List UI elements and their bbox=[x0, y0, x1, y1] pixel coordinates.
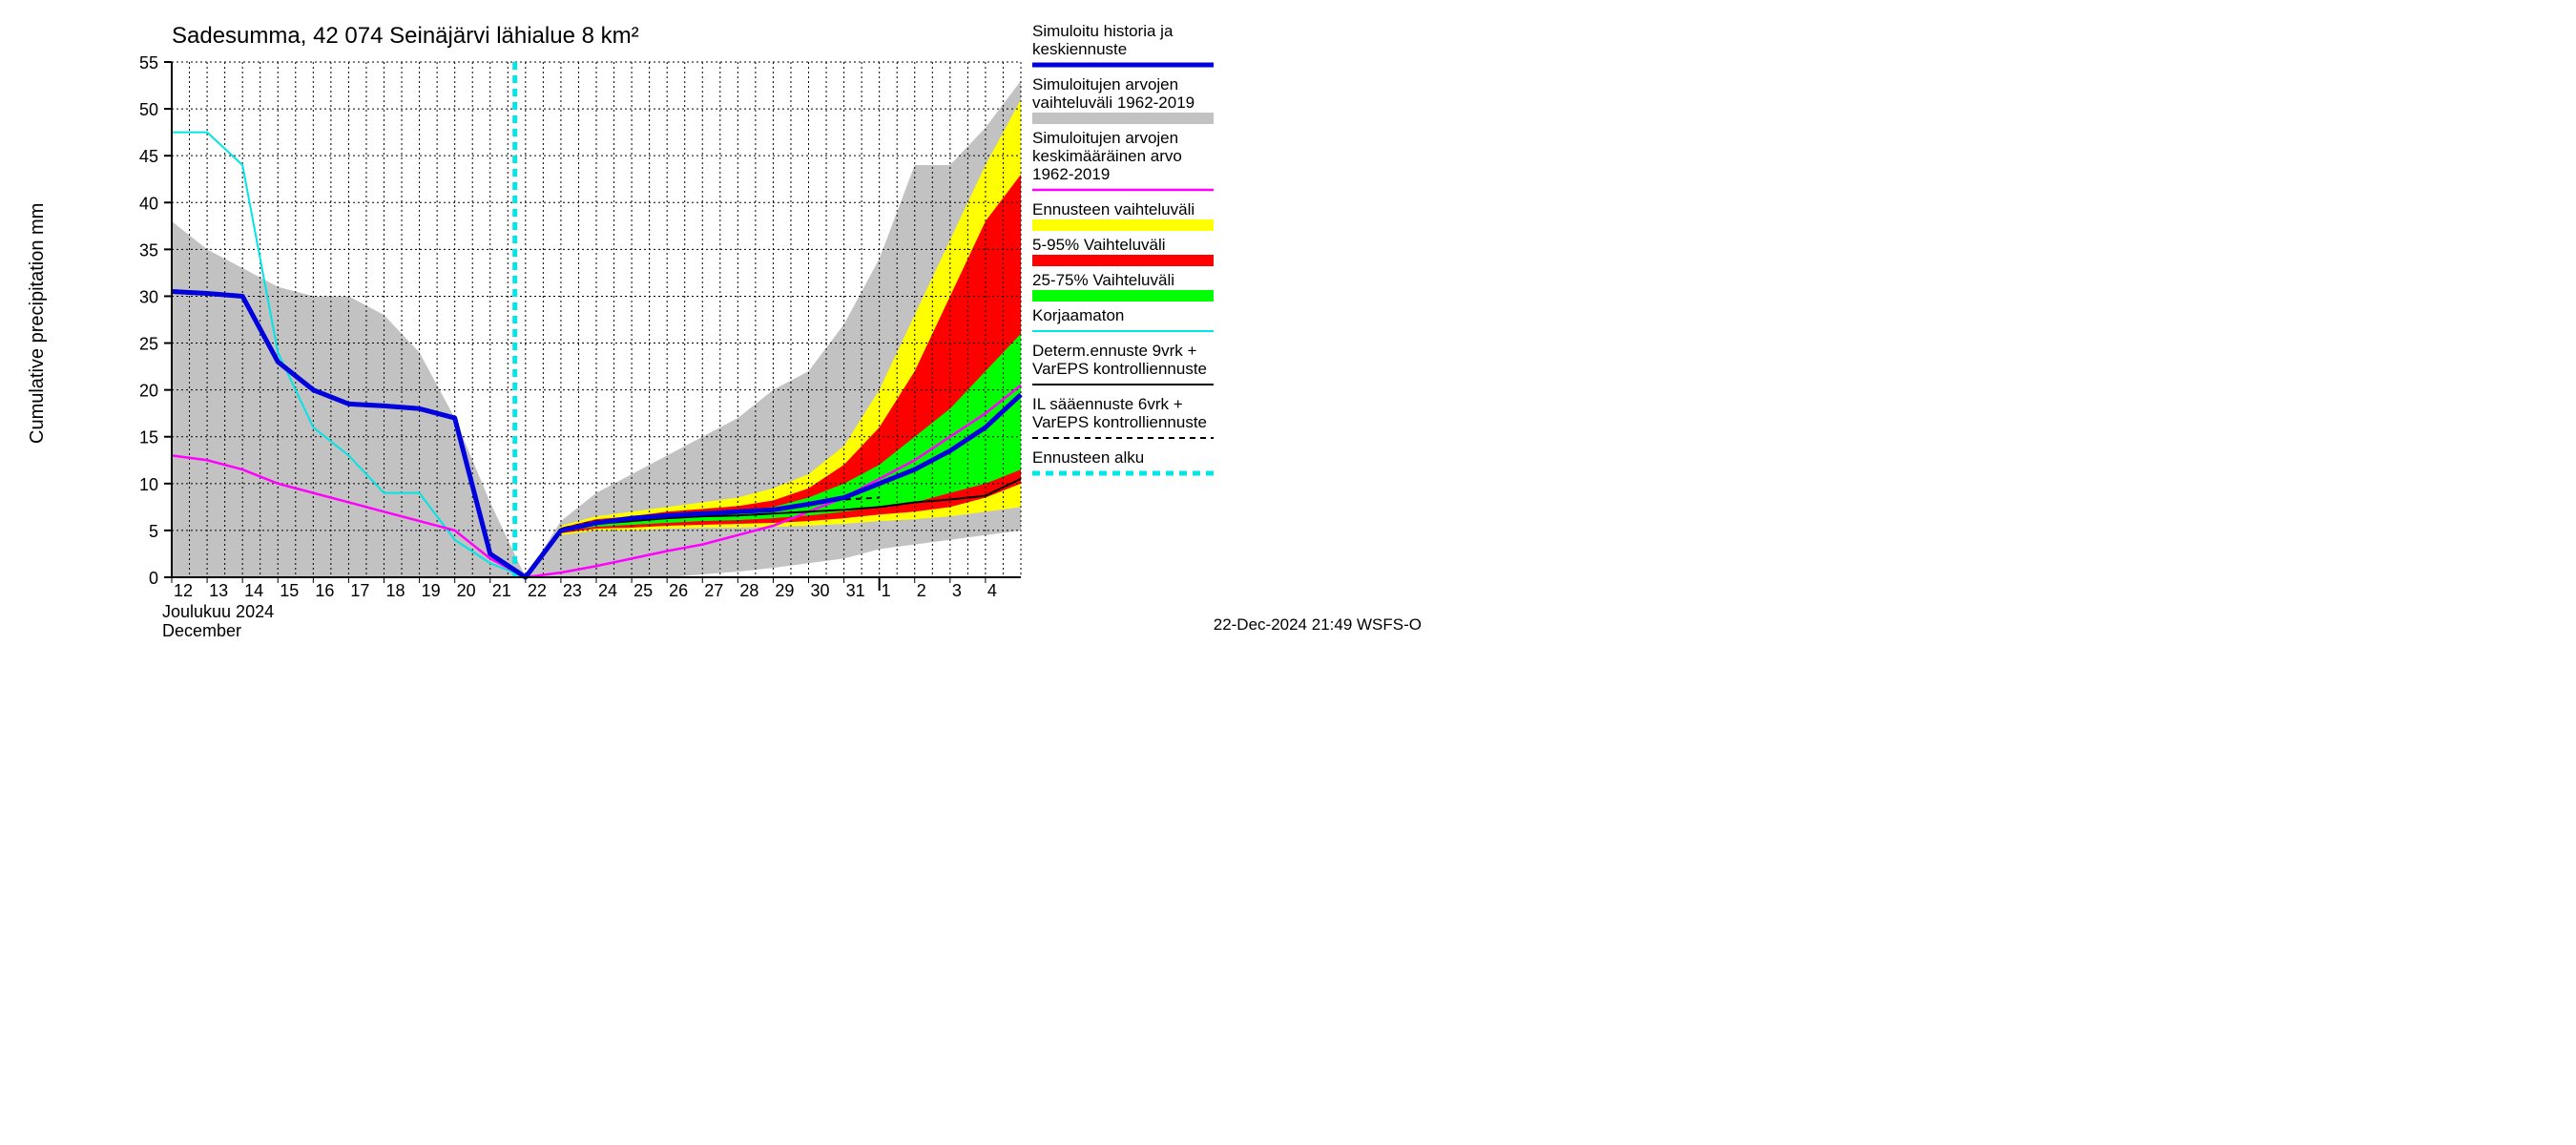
legend-label: Simuloitujen arvojen bbox=[1032, 75, 1178, 94]
y-axis-label: Cumulative precipitation mm bbox=[27, 203, 48, 444]
x-tick-label: 27 bbox=[704, 581, 723, 600]
x-tick-label: 20 bbox=[457, 581, 476, 600]
y-tick-label: 0 bbox=[149, 569, 158, 588]
legend-label: Determ.ennuste 9vrk + bbox=[1032, 342, 1197, 360]
x-tick-label: 1 bbox=[882, 581, 891, 600]
legend-label: VarEPS kontrolliennuste bbox=[1032, 413, 1207, 431]
chart-title: Sadesumma, 42 074 Seinäjärvi lähialue 8 … bbox=[172, 23, 639, 49]
legend-label: Ennusteen alku bbox=[1032, 448, 1144, 467]
legend-label: 25-75% Vaihteluväli bbox=[1032, 271, 1174, 289]
legend-label: Simuloitu historia ja bbox=[1032, 22, 1174, 40]
legend: Simuloitu historia jakeskiennuste Simuloi… bbox=[1032, 22, 1214, 473]
x-tick-label: 13 bbox=[209, 581, 228, 600]
legend-label: vaihteluväli 1962-2019 bbox=[1032, 94, 1195, 112]
x-tick-label: 21 bbox=[492, 581, 511, 600]
y-tick-label: 15 bbox=[139, 428, 158, 448]
x-tick-label: 14 bbox=[244, 581, 263, 600]
month-label-en: December bbox=[162, 621, 241, 636]
legend-label: keskimääräinen arvo bbox=[1032, 147, 1182, 165]
legend-label: VarEPS kontrolliennuste bbox=[1032, 360, 1207, 378]
x-tick-label: 19 bbox=[422, 581, 441, 600]
y-tick-label: 40 bbox=[139, 194, 158, 213]
y-tick-label: 45 bbox=[139, 147, 158, 166]
y-tick-label: 20 bbox=[139, 382, 158, 401]
x-tick-label: 23 bbox=[563, 581, 582, 600]
legend-swatch bbox=[1032, 219, 1214, 231]
legend-swatch bbox=[1032, 113, 1214, 124]
x-tick-label: 24 bbox=[598, 581, 617, 600]
x-tick-label: 29 bbox=[775, 581, 794, 600]
y-tick-label: 5 bbox=[149, 522, 158, 541]
x-tick-label: 31 bbox=[846, 581, 865, 600]
x-tick-label: 3 bbox=[952, 581, 962, 600]
x-tick-label: 2 bbox=[917, 581, 926, 600]
x-tick-label: 15 bbox=[280, 581, 299, 600]
y-tick-label: 55 bbox=[139, 53, 158, 73]
y-tick-label: 35 bbox=[139, 240, 158, 260]
legend-label: keskiennuste bbox=[1032, 40, 1127, 58]
x-tick-label: 17 bbox=[350, 581, 369, 600]
x-tick-label: 28 bbox=[739, 581, 758, 600]
x-tick-label: 12 bbox=[174, 581, 193, 600]
x-tick-label: 30 bbox=[811, 581, 830, 600]
legend-swatch bbox=[1032, 290, 1214, 302]
legend-label: Simuloitujen arvojen bbox=[1032, 129, 1178, 147]
x-tick-label: 18 bbox=[386, 581, 405, 600]
x-tick-label: 26 bbox=[669, 581, 688, 600]
legend-label: 5-95% Vaihteluväli bbox=[1032, 236, 1166, 254]
legend-swatch bbox=[1032, 255, 1214, 266]
y-tick-label: 25 bbox=[139, 335, 158, 354]
y-tick-label: 10 bbox=[139, 475, 158, 494]
legend-label: Korjaamaton bbox=[1032, 306, 1124, 324]
month-label-fi: Joulukuu 2024 bbox=[162, 602, 274, 621]
x-tick-label: 22 bbox=[528, 581, 547, 600]
legend-label: Ennusteen vaihteluväli bbox=[1032, 200, 1195, 219]
y-tick-label: 30 bbox=[139, 287, 158, 306]
legend-label: 1962-2019 bbox=[1032, 165, 1110, 183]
legend-label: IL sääennuste 6vrk + bbox=[1032, 395, 1183, 413]
x-tick-label: 25 bbox=[634, 581, 653, 600]
x-tick-label: 16 bbox=[315, 581, 334, 600]
y-tick-label: 50 bbox=[139, 100, 158, 119]
footer-timestamp: 22-Dec-2024 21:49 WSFS-O bbox=[1214, 615, 1422, 634]
x-tick-label: 4 bbox=[987, 581, 997, 600]
